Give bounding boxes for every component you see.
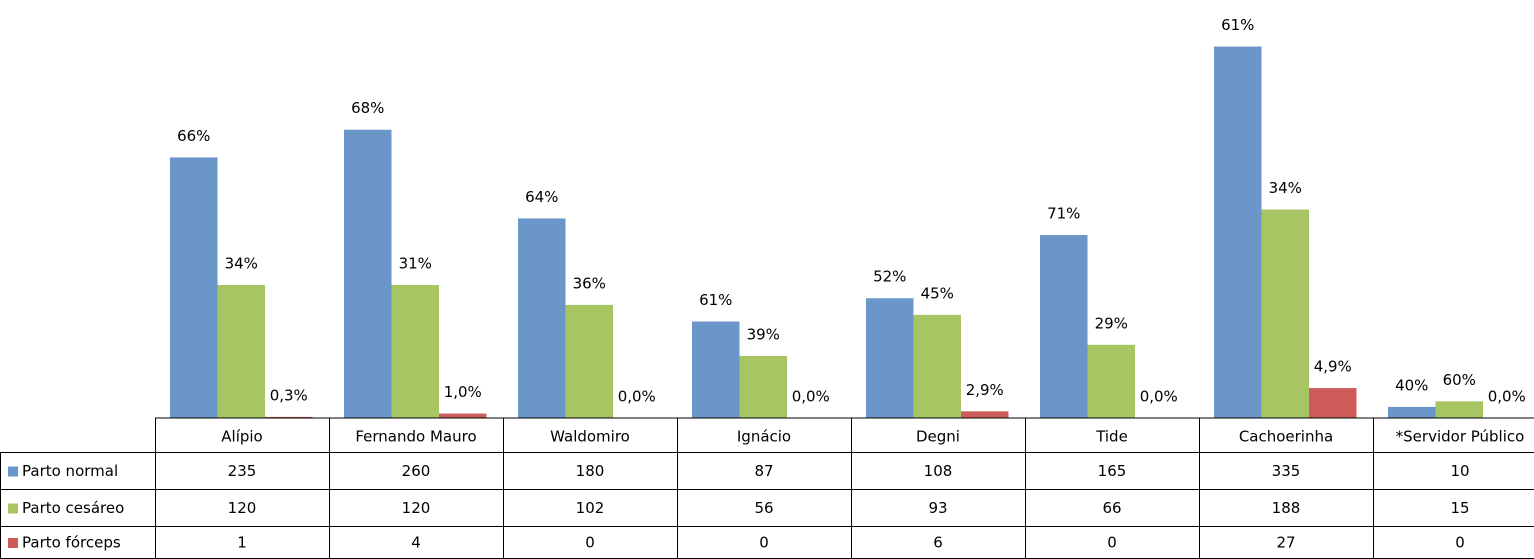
x-tick-label: Cachoerinha xyxy=(1239,428,1333,446)
x-tick-label: *Servidor Público xyxy=(1396,428,1525,446)
x-tick-label: Tide xyxy=(1095,428,1128,446)
bar xyxy=(1087,344,1135,418)
legend-swatch xyxy=(8,503,18,514)
table-cell: 4 xyxy=(411,534,421,552)
bar xyxy=(344,129,392,419)
data-label: 2,9% xyxy=(966,381,1004,399)
bar xyxy=(866,298,914,418)
table-cell: 0 xyxy=(1107,534,1117,552)
data-label: 45% xyxy=(921,284,954,302)
x-tick-label: Fernando Mauro xyxy=(355,428,476,446)
data-label: 39% xyxy=(747,325,780,343)
data-label: 0,0% xyxy=(1488,388,1526,406)
table-cell: 1 xyxy=(237,534,247,552)
data-label: 31% xyxy=(399,254,432,272)
bar xyxy=(1309,388,1357,418)
data-label: 29% xyxy=(1095,314,1128,332)
table-cell: 108 xyxy=(924,462,953,480)
table-cell: 0 xyxy=(1455,534,1465,552)
bar xyxy=(391,284,439,418)
data-label: 52% xyxy=(873,268,906,286)
data-label: 66% xyxy=(177,127,210,145)
bar xyxy=(1214,46,1262,418)
data-label: 60% xyxy=(1443,371,1476,389)
x-tick-label: Degni xyxy=(916,428,960,446)
bar xyxy=(1388,406,1436,418)
bar xyxy=(739,355,787,418)
table-cell: 6 xyxy=(933,534,943,552)
bar xyxy=(913,314,961,418)
table-cell: 56 xyxy=(754,499,773,517)
data-label: 61% xyxy=(1221,16,1254,34)
bar xyxy=(439,413,487,418)
table-cell: 165 xyxy=(1098,462,1127,480)
bar xyxy=(1261,209,1309,418)
table-cell: 335 xyxy=(1272,462,1301,480)
data-label: 61% xyxy=(699,291,732,309)
table-cell: 87 xyxy=(754,462,773,480)
legend-label: Parto cesáreo xyxy=(22,499,124,517)
x-tick-label: Ignácio xyxy=(737,428,791,446)
data-label: 34% xyxy=(1269,179,1302,197)
data-label: 0,0% xyxy=(1140,388,1178,406)
bar xyxy=(518,218,566,418)
table-cell: 66 xyxy=(1102,499,1121,517)
data-label: 71% xyxy=(1047,205,1080,223)
table-cell: 10 xyxy=(1450,462,1469,480)
table-cell: 120 xyxy=(402,499,431,517)
data-label: 0,0% xyxy=(618,388,656,406)
x-tick-label: Alípio xyxy=(221,428,262,446)
data-label: 64% xyxy=(525,188,558,206)
legend-swatch xyxy=(8,466,18,477)
bar xyxy=(1040,235,1088,418)
bar xyxy=(170,157,218,419)
bar xyxy=(1435,401,1483,418)
bar xyxy=(265,416,313,418)
table-cell: 235 xyxy=(228,462,257,480)
data-label: 40% xyxy=(1395,376,1428,394)
data-label: 68% xyxy=(351,99,384,117)
data-label: 36% xyxy=(573,274,606,292)
table-cell: 0 xyxy=(759,534,769,552)
table-cell: 188 xyxy=(1272,499,1301,517)
table-cell: 15 xyxy=(1450,499,1469,517)
table-cell: 120 xyxy=(228,499,257,517)
legend-swatch xyxy=(8,538,18,548)
data-label: 0,0% xyxy=(792,388,830,406)
data-label: 0,3% xyxy=(270,386,308,404)
bar xyxy=(217,284,265,418)
table-cell: 260 xyxy=(402,462,431,480)
table-cell: 180 xyxy=(576,462,605,480)
data-label: 1,0% xyxy=(444,383,482,401)
bar xyxy=(961,411,1009,418)
data-label: 34% xyxy=(225,254,258,272)
legend-label: Parto normal xyxy=(22,462,118,480)
table-cell: 93 xyxy=(928,499,947,517)
table-cell: 102 xyxy=(576,499,605,517)
table-cell: 27 xyxy=(1276,534,1295,552)
bar xyxy=(692,321,740,418)
data-label: 4,9% xyxy=(1314,358,1352,376)
table-cell: 0 xyxy=(585,534,595,552)
legend-label: Parto fórceps xyxy=(22,534,121,552)
x-tick-label: Waldomiro xyxy=(550,428,630,446)
bar xyxy=(565,304,613,418)
